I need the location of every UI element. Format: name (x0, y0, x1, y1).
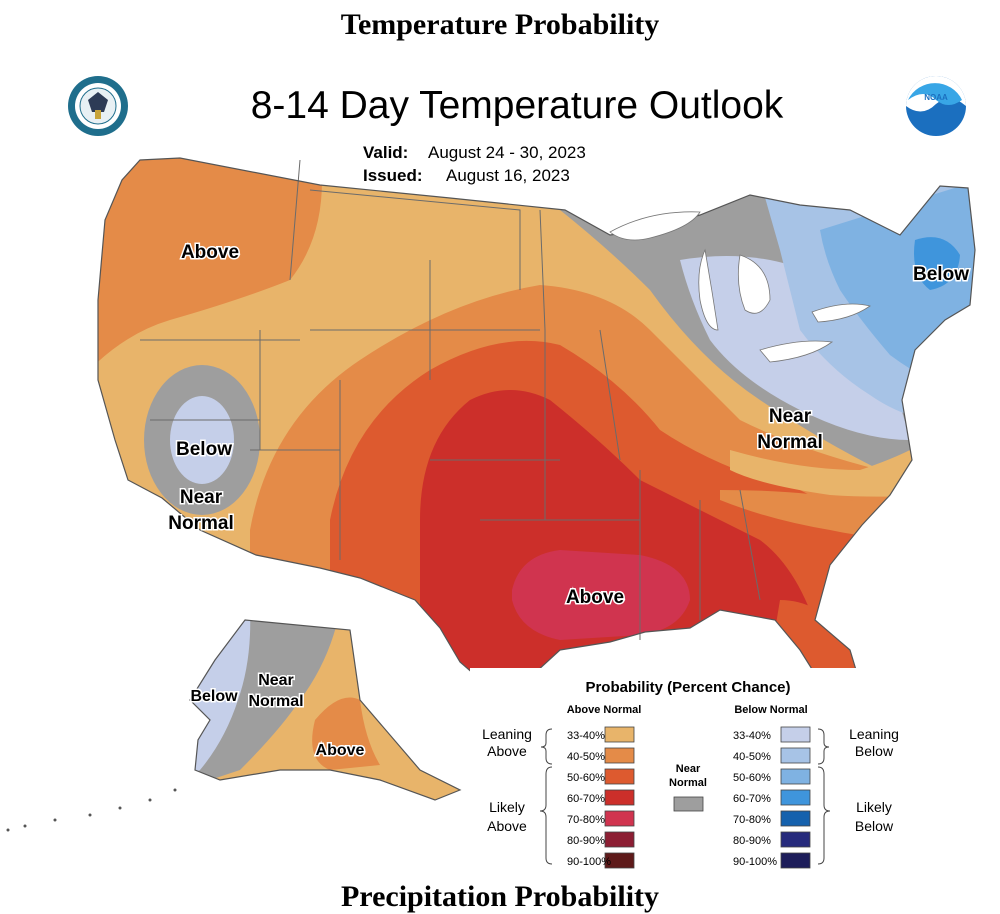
legend-swatch-below-4 (780, 810, 811, 827)
aleutian-islands (6, 788, 177, 832)
legend-swatch-below-0 (780, 726, 811, 743)
legend-swatch-below-6 (780, 852, 811, 869)
label-southwest-near: Near (180, 487, 223, 508)
valid-dates: August 24 - 30, 2023 (428, 143, 586, 162)
legend-background (470, 668, 910, 880)
legend-swatch-above-5 (604, 831, 635, 848)
issued-label: Issued: (363, 166, 423, 185)
legend-bin-label-above-3: 60-70% (567, 793, 605, 805)
label-alaska-above: Above (316, 742, 365, 759)
label-southwest-below: Below (176, 439, 232, 460)
legend-bin-label-above-0: 33-40% (567, 730, 605, 742)
alaska-map (6, 619, 462, 832)
legend-likely-above-2: Above (487, 818, 527, 834)
legend-bin-label-below-1: 40-50% (733, 751, 771, 763)
legend-title: Probability (Percent Chance) (585, 679, 790, 696)
legend-bin-label-below-2: 50-60% (733, 772, 771, 784)
legend-above-swatches: 33-40% 40-50% 50-60% 60-70% 70-80% 80-90% 90-1… (567, 726, 635, 869)
issued-date: August 16, 2023 (446, 166, 570, 185)
legend-below-header: Below Normal (734, 704, 807, 716)
svg-text:NOAA: NOAA (924, 93, 948, 102)
label-alaska-below: Below (190, 688, 238, 705)
legend-leaning-below-1: Leaning (849, 726, 899, 742)
label-south-above: Above (566, 587, 624, 608)
legend-bin-label-below-0: 33-40% (733, 730, 771, 742)
legend-normal-label: Normal (669, 777, 707, 789)
legend-near-label: Near (676, 763, 701, 775)
legend-likely-below-1: Likely (856, 799, 892, 815)
legend-likely-below-2: Below (855, 818, 894, 834)
legend-swatch-above-6 (604, 852, 635, 869)
legend-swatch-above-2 (604, 768, 635, 785)
legend-swatch-below-2 (780, 768, 811, 785)
legend-above-header: Above Normal (567, 704, 642, 716)
legend-swatch-above-3 (604, 789, 635, 806)
label-southwest-normal: Normal (168, 513, 233, 534)
probability-legend: Probability (Percent Chance) Above Norma… (470, 668, 910, 880)
legend-leaning-above-2: Above (487, 743, 527, 759)
legend-bin-label-above-6: 90-100% (567, 856, 611, 868)
legend-likely-above-1: Likely (489, 799, 525, 815)
legend-leaning-below-2: Below (855, 743, 894, 759)
legend-swatch-above-4 (604, 810, 635, 827)
legend-bin-label-below-3: 60-70% (733, 793, 771, 805)
label-east-near: Near (769, 406, 812, 427)
legend-leaning-above-1: Leaning (482, 726, 532, 742)
legend-bin-label-below-6: 90-100% (733, 856, 777, 868)
legend-bin-label-above-4: 70-80% (567, 814, 605, 826)
great-lakes (609, 211, 871, 363)
legend-swatch-below-3 (780, 789, 811, 806)
legend-bin-label-above-5: 80-90% (567, 835, 605, 847)
legend-below-swatches: 33-40% 40-50% 50-60% 60-70% 70-80% 80-90% 90-1… (733, 726, 811, 869)
noaa-logo-icon: NOAA (906, 76, 966, 136)
legend-bin-label-below-5: 80-90% (733, 835, 771, 847)
legend-bin-label-below-4: 70-80% (733, 814, 771, 826)
label-west-above: Above (181, 242, 239, 263)
map-title: 8-14 Day Temperature Outlook (251, 84, 784, 127)
doc-seal-icon (68, 76, 128, 136)
label-alaska-near: Near (258, 672, 294, 689)
legend-swatch-above-1 (604, 747, 635, 764)
page-heading-temperature: Temperature Probability (340, 8, 660, 41)
valid-label: Valid: (363, 143, 408, 162)
label-east-normal: Normal (757, 432, 822, 453)
legend-swatch-below-1 (780, 747, 811, 764)
legend-bin-label-above-2: 50-60% (567, 772, 605, 784)
legend-bin-label-above-1: 40-50% (567, 751, 605, 763)
legend-swatch-near-normal (673, 796, 704, 812)
label-alaska-normal: Normal (248, 693, 303, 710)
legend-swatch-above-0 (604, 726, 635, 743)
label-northeast-below: Below (913, 264, 969, 285)
legend-swatch-below-5 (780, 831, 811, 848)
